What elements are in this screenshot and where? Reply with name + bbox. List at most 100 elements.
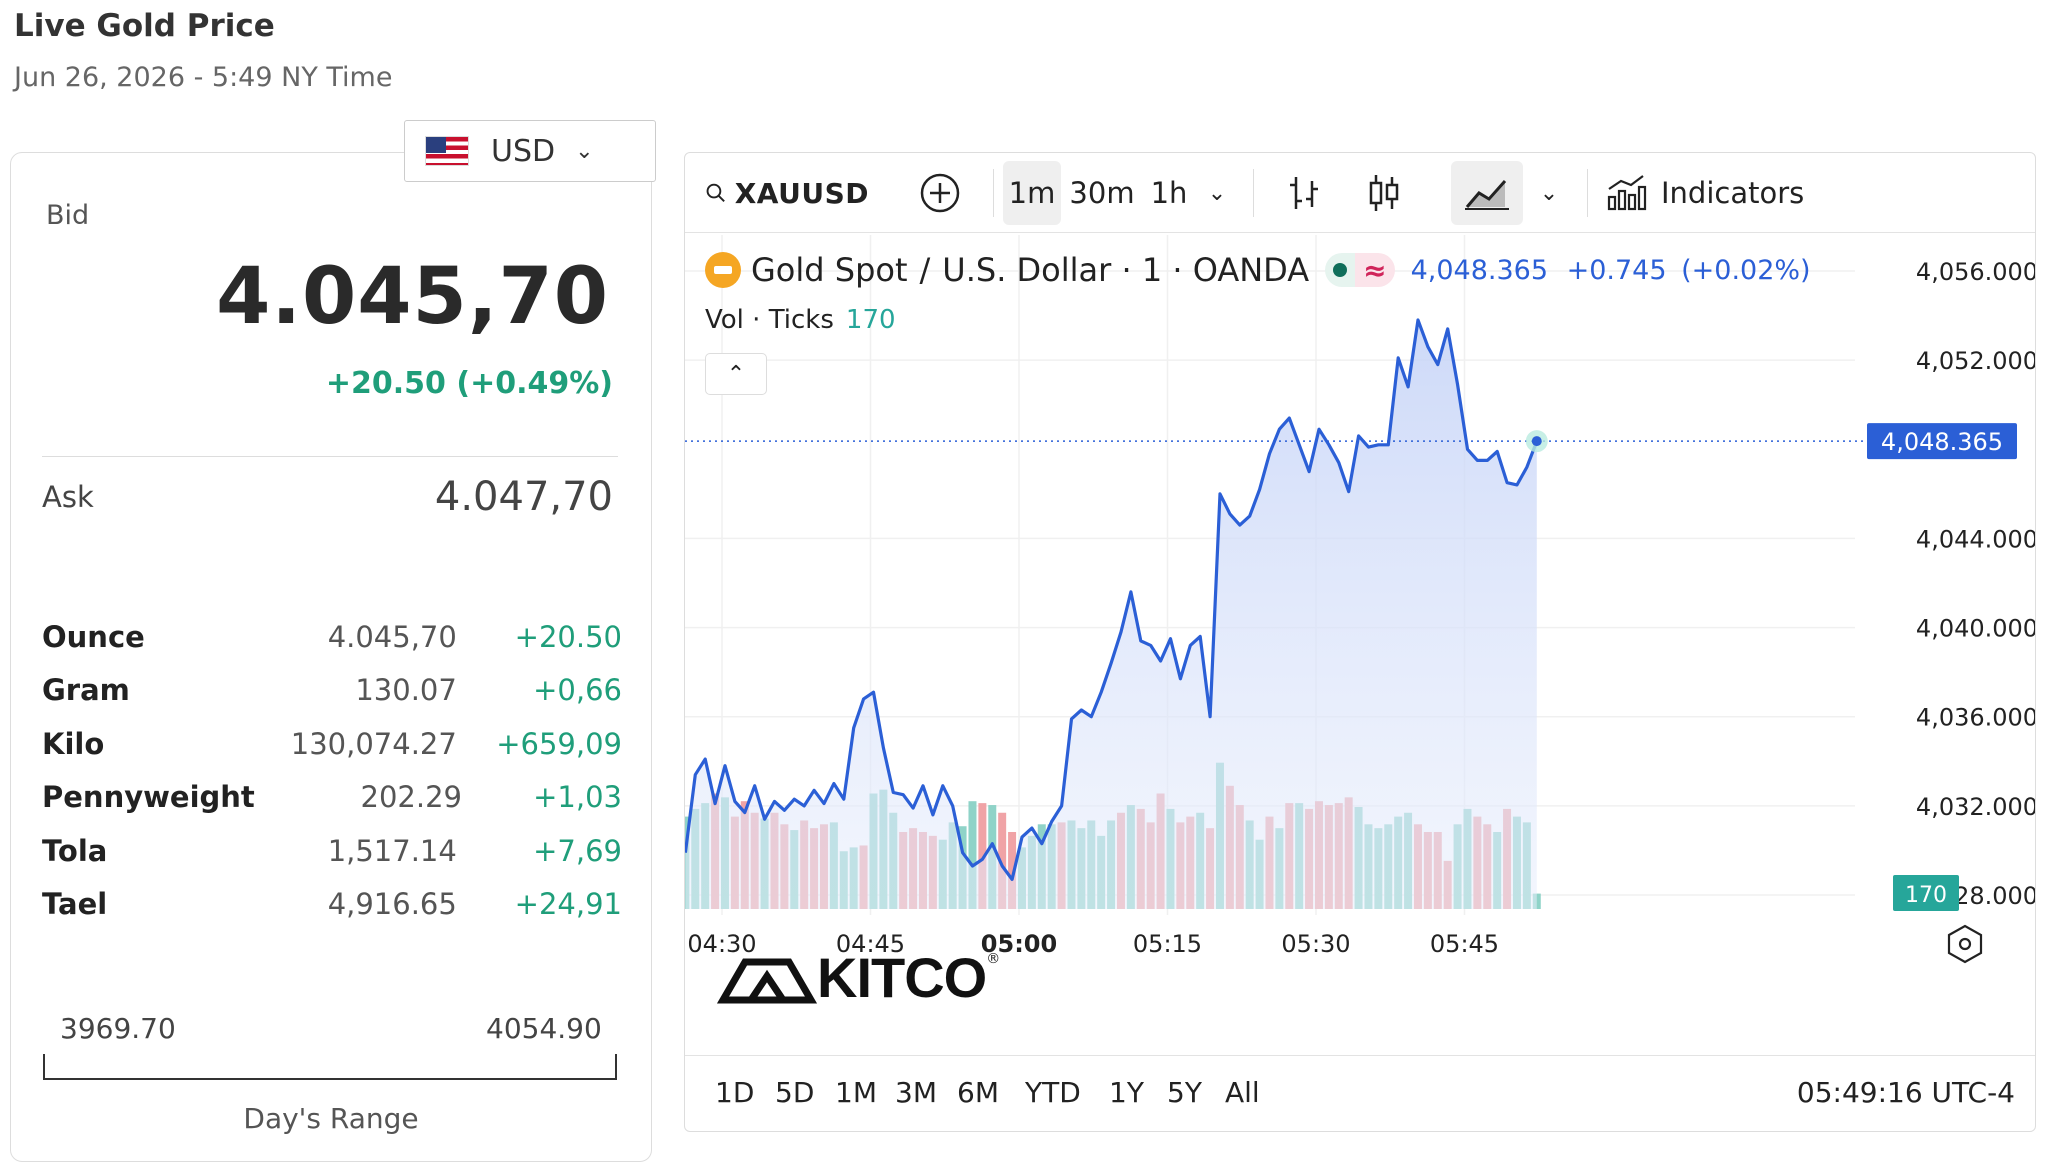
- volume-badge-label: 170: [1905, 883, 1947, 908]
- market-status-pill[interactable]: ≈: [1325, 253, 1395, 287]
- price-chart[interactable]: 4,056.000 4,052.000 4,044.000 4,040.000 4,03…: [685, 235, 2035, 1055]
- last-price-badge: [1867, 423, 2017, 460]
- page-subtitle: Jun 26, 2026 - 5:49 NY Time: [14, 62, 393, 93]
- range-1d-button[interactable]: 1D: [715, 1076, 755, 1109]
- area-chart-icon: [1465, 180, 1509, 210]
- kitco-logo: KITCO: [817, 946, 987, 1009]
- volume-value: 170: [845, 305, 896, 335]
- bid-label: Bid: [46, 200, 90, 231]
- volume-bar: [978, 803, 987, 909]
- bid-value: 4.045,70: [216, 252, 609, 342]
- legend-symbol-name: Gold Spot: [751, 251, 908, 289]
- legend-values: 4,048.365 +0.745 (+0.02%): [1411, 255, 1811, 286]
- range-ytd-button[interactable]: YTD: [1025, 1076, 1081, 1109]
- volume-bar: [1008, 832, 1017, 909]
- interval-1m[interactable]: 1m: [1003, 161, 1061, 225]
- x-tick-label: 05:00: [981, 930, 1057, 958]
- candlestick-icon: [1369, 175, 1399, 211]
- registered-mark: ®: [986, 951, 1001, 967]
- y-tick-label: 4,032.000: [1916, 793, 2035, 821]
- collapse-legend-button[interactable]: ⌃: [705, 353, 767, 395]
- legend-separator: /: [919, 251, 931, 289]
- range-all-button[interactable]: All: [1225, 1076, 1260, 1109]
- status-dot-icon: [1333, 263, 1348, 277]
- chevron-down-icon: ⌄: [575, 138, 594, 164]
- range-1m-button[interactable]: 1M: [835, 1076, 877, 1109]
- kitco-logo-icon: [717, 958, 817, 1003]
- interval-30m[interactable]: 30m: [1069, 176, 1135, 210]
- y-tick-label: 4,044.000: [1916, 525, 2035, 553]
- indicators-icon: [1607, 175, 1647, 211]
- x-tick-label: 05:45: [1430, 930, 1499, 958]
- day-range-high: 4054.90: [486, 1012, 602, 1045]
- day-range-low: 3969.70: [60, 1012, 176, 1045]
- range-5d-button[interactable]: 5D: [775, 1076, 815, 1109]
- unit-price: 130.07: [355, 673, 457, 708]
- volume-legend: Vol · Ticks 170: [705, 305, 896, 335]
- unit-change: +659,09: [496, 726, 622, 761]
- divider: [42, 456, 618, 457]
- y-tick-label: 4,040.000: [1916, 615, 2035, 643]
- unit-change: +7,69: [533, 833, 622, 868]
- last-price-dot: [1531, 436, 1542, 447]
- day-range-bar: [43, 1054, 617, 1080]
- market-open-indicator: [1325, 253, 1356, 287]
- last-price-badge-label: 4,048.365: [1881, 428, 2003, 456]
- x-tick-label: 04:30: [687, 930, 756, 958]
- indicators-label: Indicators: [1661, 176, 1805, 210]
- x-tick-label: 05:15: [1133, 930, 1202, 958]
- compare-button[interactable]: [913, 161, 967, 225]
- ask-label: Ask: [42, 480, 94, 514]
- unit-price: 4,916.65: [327, 887, 457, 922]
- range-3m-button[interactable]: 3M: [895, 1076, 937, 1109]
- range-6m-button[interactable]: 6M: [957, 1076, 999, 1109]
- ohlc-bars-icon: [1290, 177, 1318, 209]
- bar-style-button[interactable]: [1275, 161, 1333, 225]
- x-tick-label: 04:45: [836, 930, 905, 958]
- range-toolbar: 1D 5D 1M 3M 6M YTD 1Y 5Y All 05:49:16 UT…: [685, 1055, 2035, 1131]
- legend-last-price: 4,048.365: [1410, 254, 1548, 286]
- unit-change: +0,66: [533, 673, 622, 708]
- unit-name: Ounce: [42, 619, 145, 654]
- us-flag-icon: [425, 136, 469, 166]
- volume-bar: [968, 801, 977, 909]
- unit-price: 202.29: [360, 780, 462, 815]
- volume-bar: [998, 812, 1007, 909]
- y-tick-label: 4,052.000: [1916, 347, 2035, 375]
- unit-row: Kilo 130,074.27 +659,09: [42, 717, 622, 771]
- volume-label: Vol · Ticks: [705, 305, 834, 335]
- unit-price: 130,074.27: [290, 726, 457, 761]
- bid-change: +20.50 (+0.49%): [325, 366, 613, 401]
- axis-settings-icon-center: [1958, 937, 1972, 951]
- unit-name: Tael: [42, 887, 108, 922]
- unit-row: Pennyweight 202.29 +1,03: [42, 771, 622, 825]
- legend-quote-name: U.S. Dollar · 1 · OANDA: [942, 251, 1310, 289]
- unit-change: +20.50: [514, 619, 622, 654]
- units-table: Ounce 4.045,70 +20.50 Gram 130.07 +0,66 …: [42, 610, 622, 931]
- interval-dropdown-chevron-icon[interactable]: ⌄: [1207, 180, 1227, 206]
- unit-change: +1,03: [533, 780, 622, 815]
- range-5y-button[interactable]: 5Y: [1167, 1076, 1202, 1109]
- ask-value: 4.047,70: [434, 474, 613, 520]
- unit-change: +24,91: [514, 887, 622, 922]
- toolbar-separator: [1253, 169, 1254, 217]
- symbol-search-button[interactable]: XAUUSD: [699, 161, 869, 225]
- interval-1h[interactable]: 1h: [1150, 176, 1188, 210]
- currency-label: USD: [491, 133, 556, 169]
- day-range-label: Day's Range: [243, 1102, 419, 1135]
- delayed-data-icon: ≈: [1355, 253, 1395, 287]
- plus-circle-icon: [920, 173, 960, 213]
- utc-clock[interactable]: 05:49:16 UTC-4: [1796, 1076, 2015, 1109]
- chart-panel: XAUUSD 1m 30m 1h ⌄ ⌄ Indicators 4,056.00…: [684, 152, 2036, 1132]
- y-tick-label: 4,036.000: [1916, 704, 2035, 732]
- chart-type-dropdown-chevron-icon[interactable]: ⌄: [1539, 180, 1559, 206]
- candles-button[interactable]: [1355, 161, 1413, 225]
- chart-area[interactable]: 4,056.000 4,052.000 4,044.000 4,040.000 4,03…: [685, 235, 2035, 1055]
- chart-legend: Gold Spot / U.S. Dollar · 1 · OANDA ≈ 4,…: [705, 251, 1811, 289]
- range-1y-button[interactable]: 1Y: [1109, 1076, 1144, 1109]
- currency-select[interactable]: USD ⌄: [404, 120, 656, 182]
- gold-bar-icon: [705, 252, 741, 288]
- kitco-watermark: KITCO ®: [717, 945, 1000, 1010]
- indicators-button[interactable]: Indicators: [1605, 161, 1821, 225]
- area-chart-button[interactable]: [1451, 161, 1523, 225]
